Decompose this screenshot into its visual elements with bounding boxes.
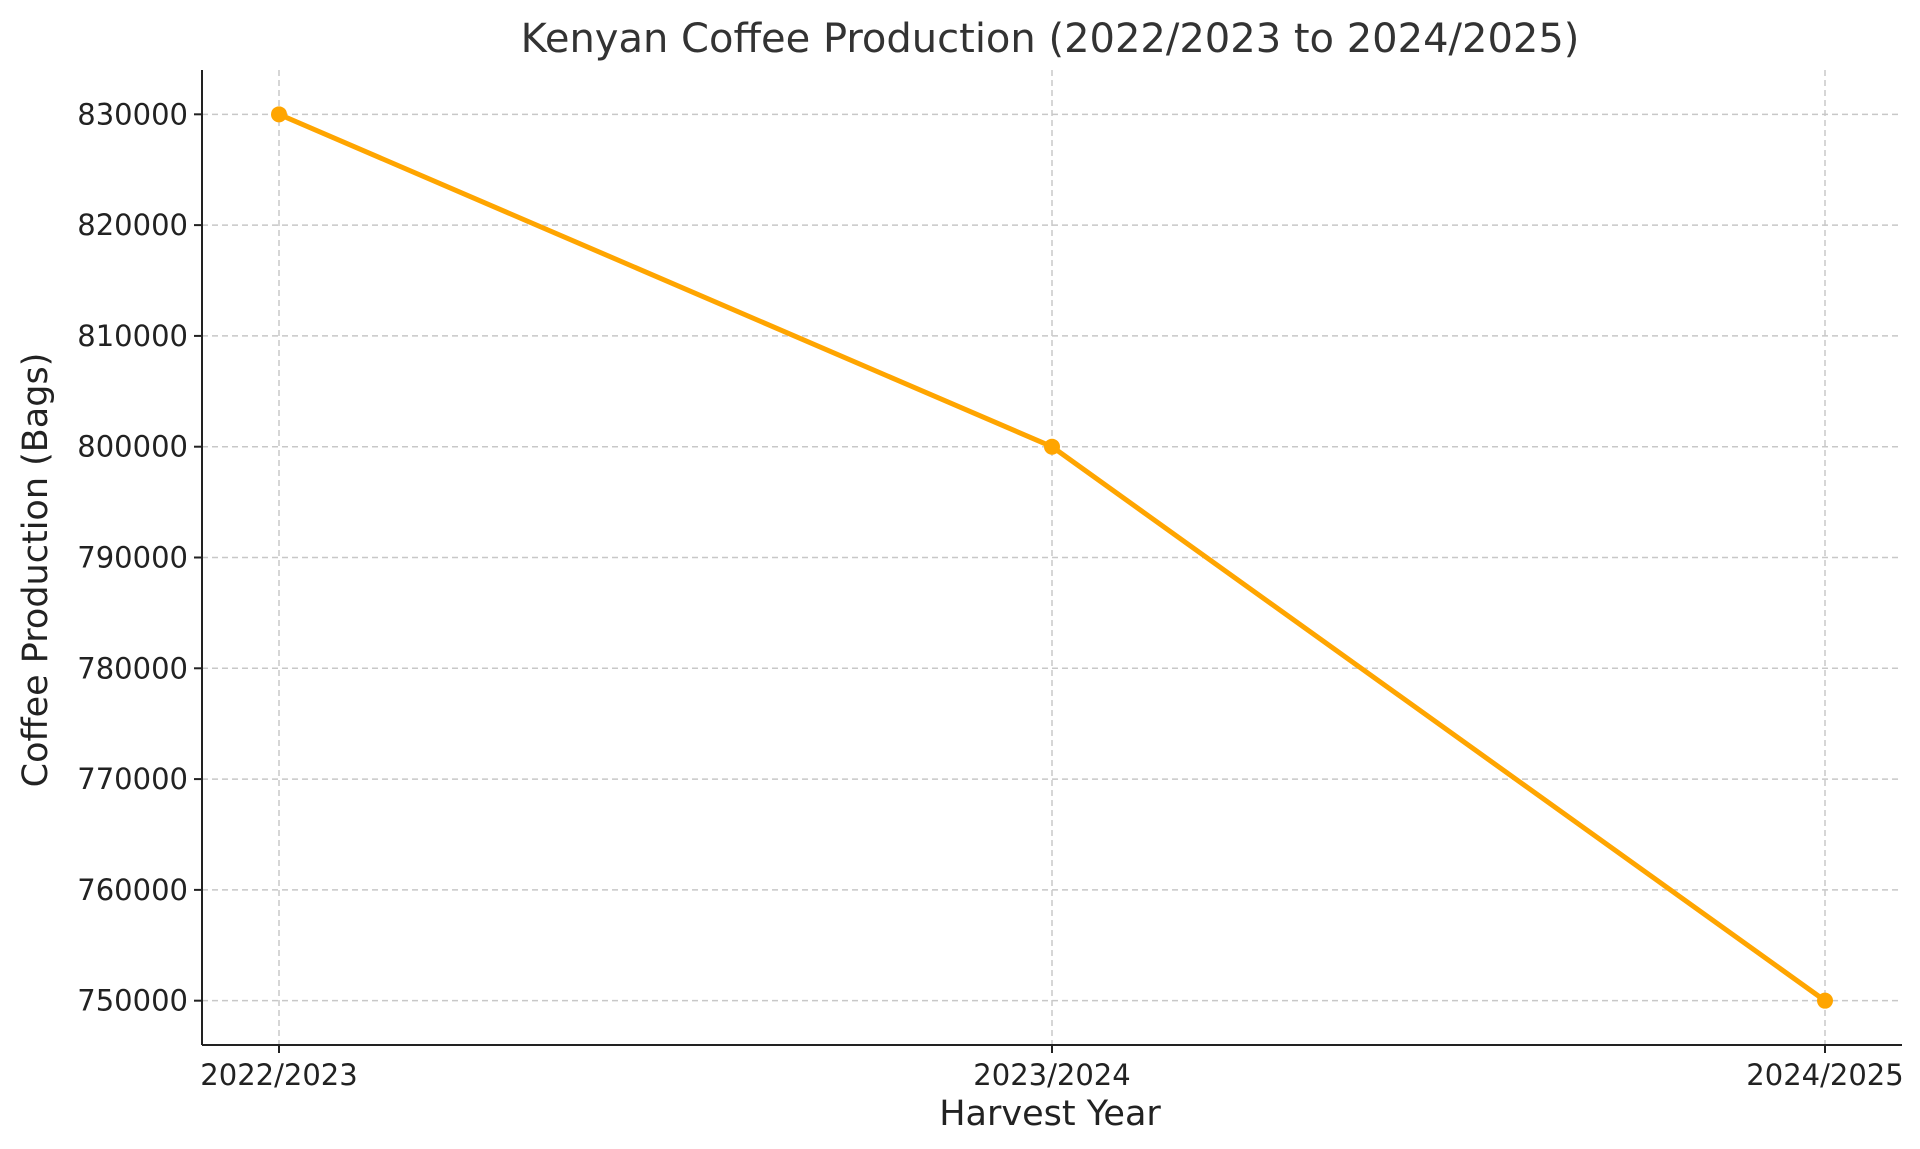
y-tick-label: 790000: [77, 541, 188, 575]
y-tick-label: 750000: [77, 984, 188, 1018]
data-point: [1044, 438, 1060, 455]
y-tick-label: 810000: [77, 319, 188, 353]
series-layer: [271, 106, 1833, 1009]
grid: [202, 70, 1902, 1045]
chart-title: Kenyan Coffee Production (2022/2023 to 2…: [521, 16, 1580, 62]
x-tick-label: 2023/2024: [973, 1058, 1130, 1092]
y-tick-label: 800000: [77, 430, 188, 464]
x-tick-label: 2024/2025: [1746, 1058, 1903, 1092]
x-axis-label: Harvest Year: [939, 1094, 1161, 1134]
y-tick-label: 830000: [77, 97, 188, 131]
x-tick-label: 2022/2023: [200, 1058, 357, 1092]
y-tick-label: 780000: [77, 651, 188, 685]
y-tick-label: 820000: [77, 208, 188, 242]
y-axis-label: Coffee Production (Bags): [16, 353, 56, 788]
data-point: [271, 106, 287, 123]
y-tick-label: 770000: [77, 762, 188, 796]
axes: [194, 70, 1902, 1053]
tick-labels: 750000 760000 770000 780000 790000 800000 8100…: [77, 97, 1903, 1092]
data-point: [1817, 992, 1833, 1009]
y-tick-label: 760000: [77, 873, 188, 907]
